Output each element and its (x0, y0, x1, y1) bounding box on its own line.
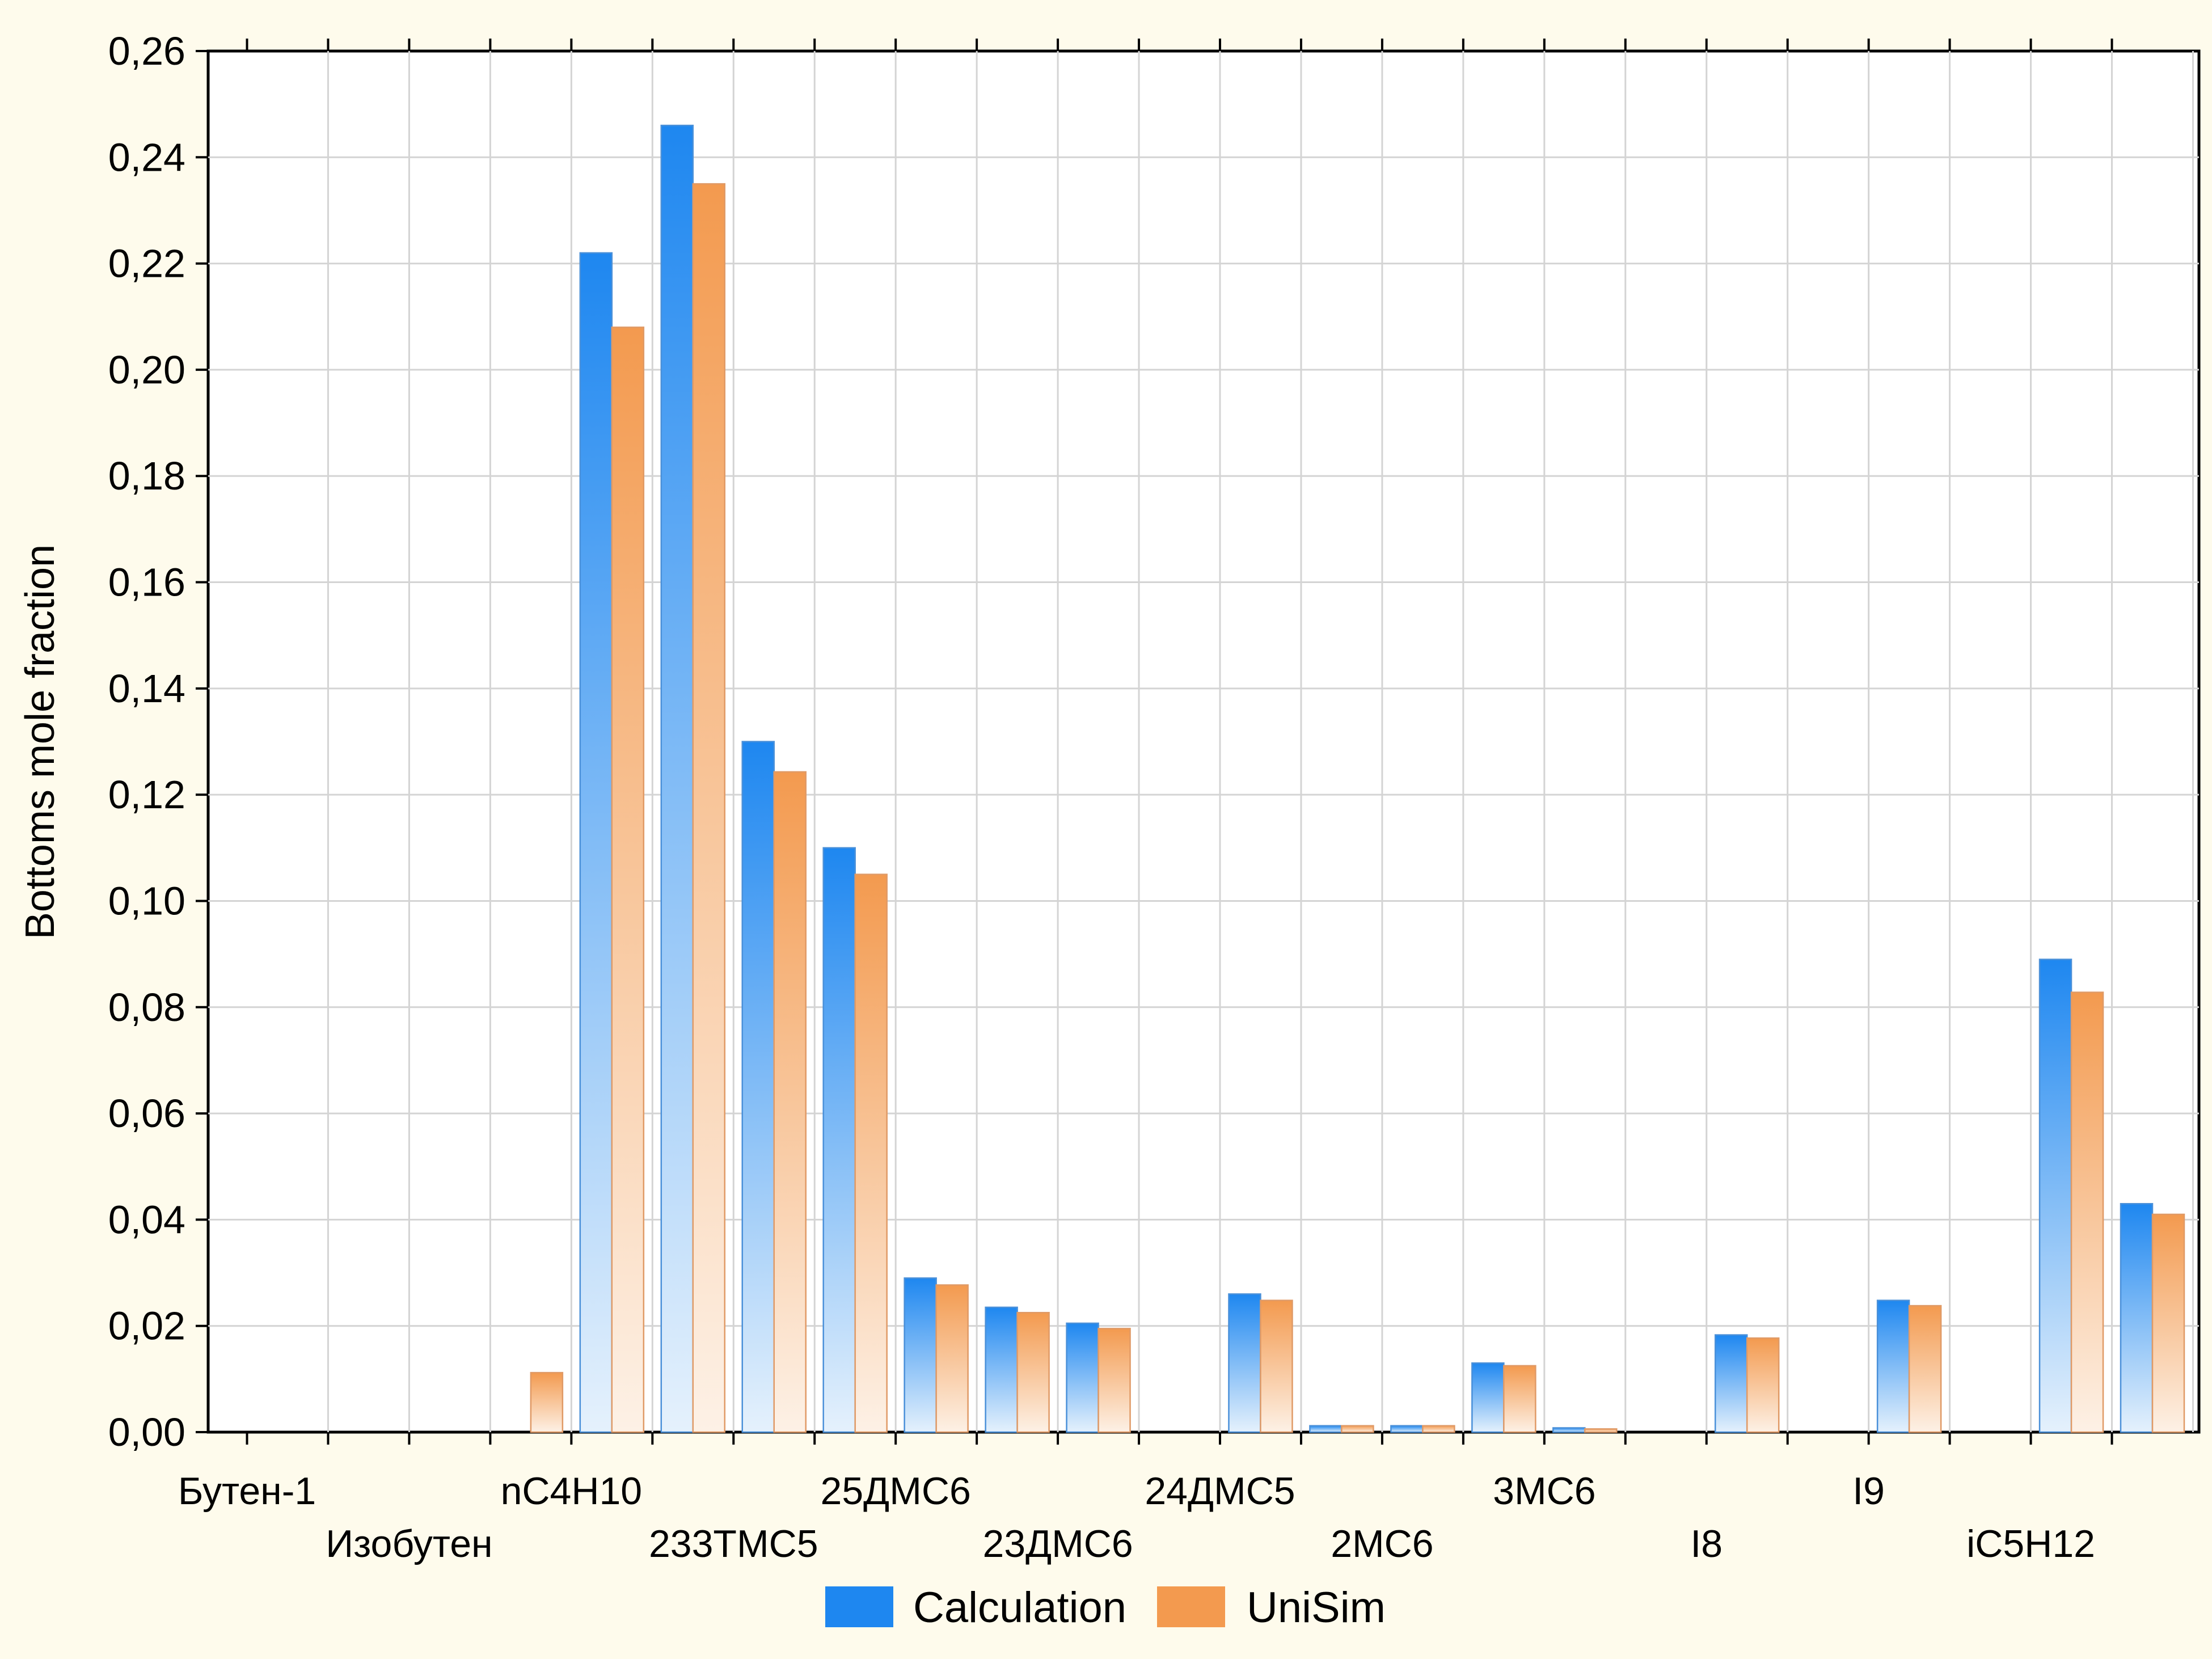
legend-swatch-calculation (825, 1586, 893, 1627)
bar-calculation (1066, 1322, 1099, 1433)
bar-calculation (1471, 1362, 1505, 1433)
y-tick-label: 0,10 (108, 879, 185, 923)
x-tick-label: 25ДМС6 (821, 1470, 971, 1513)
bar-calculation (579, 252, 613, 1433)
y-axis: 0,00 0,02 0,04 0,06 0,08 0,10 0,12 0,14 0,16 0,18… (108, 29, 208, 1454)
bar-calculation (1552, 1427, 1586, 1433)
bar-calculation (741, 741, 775, 1433)
bar-unisim (611, 326, 645, 1433)
x-tick-label: nC4H10 (501, 1470, 643, 1513)
bar-calculation (660, 124, 694, 1433)
bar-calculation (904, 1277, 937, 1433)
bar-calculation (1876, 1299, 1910, 1433)
y-tick-label: 0,02 (108, 1304, 185, 1348)
bar-unisim (1260, 1299, 1293, 1433)
y-tick-label: 0,12 (108, 772, 185, 817)
bar-calculation (1309, 1425, 1343, 1433)
bar-unisim (1584, 1428, 1618, 1433)
y-tick-label: 0,06 (108, 1091, 185, 1135)
bar-unisim (1746, 1337, 1780, 1433)
bar-unisim (935, 1284, 969, 1433)
x-tick-label: 23ДМС6 (982, 1522, 1133, 1565)
bar-unisim (1016, 1312, 1050, 1433)
y-tick-label: 0,20 (108, 348, 185, 392)
x-tick-label: I9 (1852, 1470, 1885, 1513)
y-tick-label: 0,24 (108, 135, 185, 179)
legend-label-unisim: UniSim (1247, 1584, 1386, 1632)
y-tick-label: 0,14 (108, 666, 185, 711)
bar-calculation (1714, 1334, 1748, 1433)
bar-calculation (985, 1306, 1018, 1433)
y-tick-label: 0,16 (108, 560, 185, 605)
legend-swatch-unisim (1157, 1586, 1225, 1627)
x-tick-label: 233TMC5 (649, 1522, 818, 1565)
bar-unisim (1422, 1425, 1455, 1433)
bar-unisim (1503, 1365, 1536, 1433)
bar-unisim (1341, 1425, 1374, 1433)
bar-calculation (822, 847, 856, 1433)
x-tick-label: I8 (1690, 1522, 1723, 1565)
bar-unisim (1097, 1328, 1131, 1433)
y-tick-label: 0,22 (108, 242, 185, 286)
grid (208, 51, 2199, 1432)
bar-calculation (2038, 959, 2072, 1433)
y-axis-title: Bottoms mole fraction (18, 544, 63, 939)
x-tick-label: iC5H12 (1966, 1522, 2095, 1565)
x-tick-label: 2МС6 (1331, 1522, 1433, 1565)
x-tick-label: Бутен-1 (178, 1470, 316, 1513)
bar-unisim (2070, 991, 2104, 1433)
bar-calculation (1228, 1293, 1261, 1433)
y-tick-label: 0,08 (108, 985, 185, 1029)
plot-area (206, 49, 2201, 1434)
bar-unisim (530, 1371, 564, 1433)
x-tick-label: 3МС6 (1493, 1470, 1595, 1513)
y-tick-label: 0,26 (108, 29, 185, 73)
x-tick-label: 24ДМС5 (1145, 1470, 1295, 1513)
bar-calculation (2120, 1203, 2154, 1433)
legend-label-calculation: Calculation (913, 1584, 1126, 1632)
x-tick-label: Изобутен (326, 1522, 492, 1565)
bar-unisim (692, 183, 726, 1433)
bar-unisim (854, 873, 888, 1433)
bar-unisim (773, 771, 807, 1433)
bars (530, 124, 2185, 1433)
legend: Calculation UniSim (825, 1584, 1386, 1632)
y-tick-label: 0,18 (108, 454, 185, 498)
bar-calculation (1390, 1425, 1424, 1433)
y-tick-label: 0,04 (108, 1197, 185, 1242)
y-tick-label: 0,00 (108, 1410, 185, 1454)
bar-unisim (2151, 1213, 2185, 1433)
bar-unisim (1908, 1305, 1942, 1433)
